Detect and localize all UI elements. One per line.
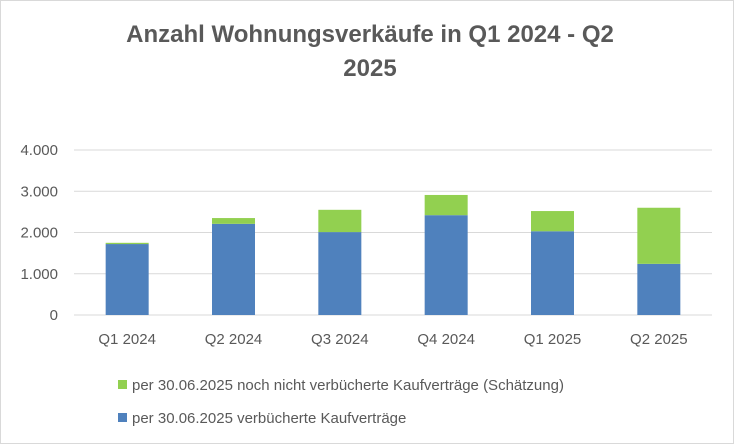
bar-segment-series-1 [105,244,149,315]
bar-segment-series-1 [531,231,574,315]
bar-segment-series-1 [424,215,468,315]
bar-segment-series-1 [637,263,681,315]
bar-segment-series-2 [424,194,468,216]
y-tick-label: 3.000 [20,183,58,200]
legend-entry-label: per 30.06.2025 verbücherte Kaufverträge [132,410,406,427]
y-tick-label: 2.000 [20,225,58,242]
y-tick-label: 0 [50,307,58,324]
x-tick-label: Q2 2025 [630,331,688,348]
bar-segment-series-2 [212,218,255,224]
chart-title-line-2: 2025 [343,55,397,82]
x-tick-label: Q4 2024 [417,331,475,348]
bar-segment-series-2 [531,211,574,232]
bar-segment-series-1 [318,232,362,315]
x-tick-label: Q1 2025 [524,331,582,348]
bar-segment-series-2 [105,242,149,245]
x-tick-label: Q3 2024 [311,331,369,348]
legend-entry-label: per 30.06.2025 noch nicht verbücherte Ka… [132,377,564,394]
legend-swatch [118,413,127,422]
chart-title: Anzahl Wohnungsverkäufe in Q1 2024 - Q2 … [60,18,680,86]
legend-swatch [118,380,127,389]
y-tick-label: 1.000 [20,266,58,283]
y-tick-label: 4.000 [20,142,58,159]
x-tick-label: Q1 2024 [98,331,156,348]
bar-segment-series-1 [212,223,255,315]
x-tick-label: Q2 2024 [205,331,263,348]
bar-segment-series-2 [637,207,681,264]
chart-title-line-1: Anzahl Wohnungsverkäufe in Q1 2024 - Q2 [126,21,614,48]
bar-segment-series-2 [318,209,362,233]
